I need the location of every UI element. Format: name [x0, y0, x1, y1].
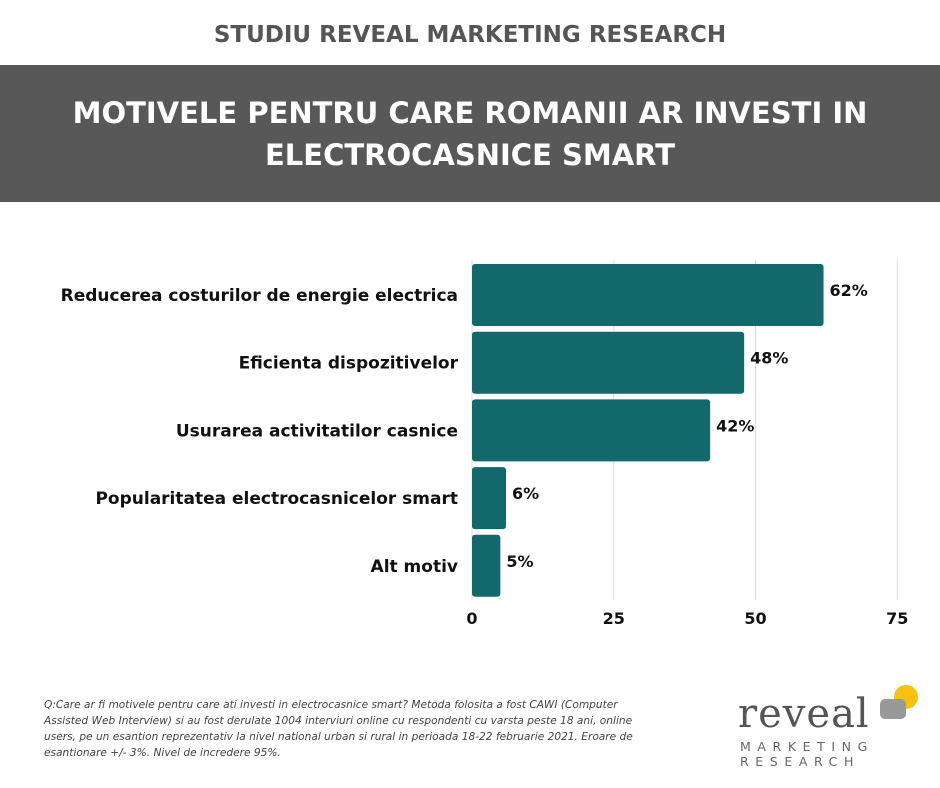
x-tick-label: 75	[886, 609, 908, 628]
study-title: STUDIU REVEAL MARKETING RESEARCH	[213, 22, 727, 48]
category-label: Popularitatea electrocasnicelor smart	[95, 489, 458, 509]
x-tick-label: 50	[744, 609, 766, 628]
category-label: Alt motiv	[371, 557, 458, 577]
x-tick-label: 0	[466, 609, 477, 628]
logo-subtitle-research: RESEARCH	[740, 754, 860, 769]
bar	[472, 331, 745, 394]
bar	[472, 467, 507, 530]
methodology-footnote: Q:Care ar fi motivele pentru care ati in…	[44, 699, 633, 759]
bar	[472, 534, 501, 597]
value-label: 42%	[716, 416, 754, 435]
title-banner: MOTIVELE PENTRU CARE ROMANII AR INVESTI …	[0, 65, 940, 202]
chart-title-line-1: MOTIVELE PENTRU CARE ROMANII AR INVESTI …	[72, 95, 868, 130]
bar	[472, 399, 711, 462]
x-tick-label: 25	[603, 609, 625, 628]
value-label: 48%	[750, 349, 788, 368]
logo-subtitle-marketing: MARKETING	[740, 739, 874, 754]
bar	[472, 264, 824, 326]
category-label: Reducerea costurilor de energie electric…	[61, 286, 458, 306]
reveal-logo: reveal MARKETING RESEARCH	[738, 683, 928, 773]
value-label: 62%	[830, 281, 868, 300]
category-label: Eficienta dispozitivelor	[239, 354, 459, 374]
value-label: 5%	[506, 552, 533, 571]
category-label: Usurarea activitatilor casnice	[176, 421, 458, 441]
bar-chart: 0 25 50 75 Reducerea costurilor de energie e…	[61, 260, 908, 628]
logo-mark-icon	[880, 685, 918, 719]
chart-title-line-2: ELECTROCASNICE SMART	[264, 137, 675, 172]
value-label: 6%	[512, 484, 539, 503]
logo-wordmark: reveal	[738, 691, 870, 737]
